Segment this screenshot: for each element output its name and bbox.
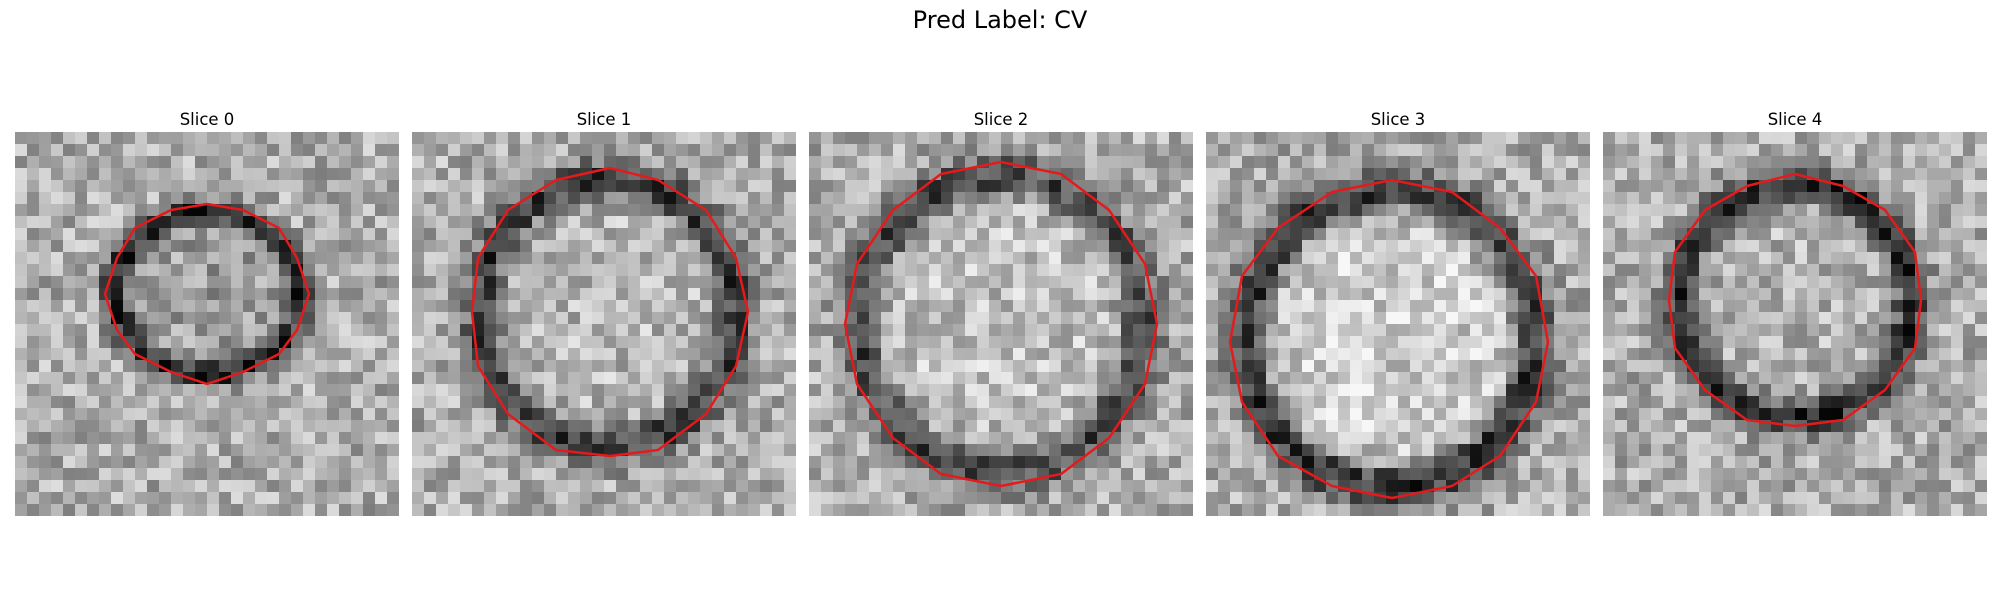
figure-title: Pred Label: CV (912, 6, 1088, 34)
slice-title-1: Slice 1 (576, 110, 632, 129)
slice-panel-3: Slice 3 (1206, 108, 1590, 516)
slice-image-2 (809, 132, 1193, 516)
slice-contour-2 (843, 160, 1159, 488)
slice-image-0 (15, 132, 399, 516)
slice-contour-4 (1667, 172, 1923, 428)
slice-panel-1: Slice 1 (412, 108, 796, 516)
slice-panel-4: Slice 4 (1603, 108, 1987, 516)
slice-contour-0 (103, 202, 311, 386)
slice-image-4 (1603, 132, 1987, 516)
slice-title-0: Slice 0 (179, 110, 235, 129)
slice-image-1 (412, 132, 796, 516)
slice-title-4: Slice 4 (1767, 110, 1823, 129)
slice-title-2: Slice 2 (973, 110, 1029, 129)
slice-panel-0: Slice 0 (15, 108, 399, 516)
slice-panel-2: Slice 2 (809, 108, 1193, 516)
slice-title-3: Slice 3 (1370, 110, 1426, 129)
slice-contour-1 (470, 166, 750, 458)
slice-contour-3 (1228, 178, 1550, 500)
slice-image-3 (1206, 132, 1590, 516)
